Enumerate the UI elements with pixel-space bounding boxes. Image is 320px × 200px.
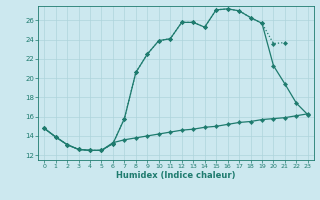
X-axis label: Humidex (Indice chaleur): Humidex (Indice chaleur) [116, 171, 236, 180]
